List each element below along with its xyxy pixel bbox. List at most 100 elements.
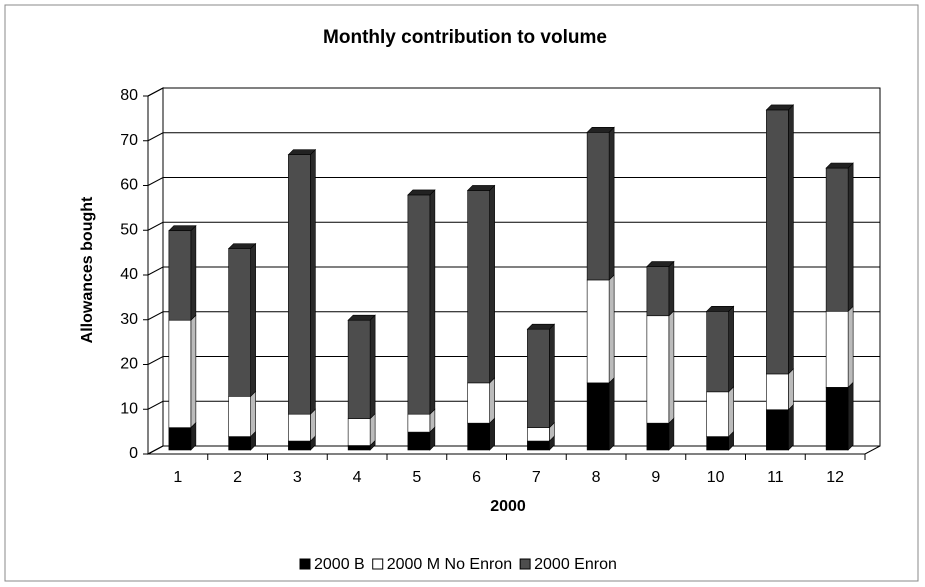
bar-side (369, 412, 376, 447)
legend: 2000 B 2000 M No Enron 2000 Enron (299, 556, 617, 573)
bar-top (586, 126, 615, 133)
x-tick-label: 2 (233, 469, 242, 486)
bar-side (608, 377, 615, 451)
bar-top (526, 323, 556, 330)
y-tick-label: 80 (120, 87, 138, 104)
bar-side (847, 305, 854, 389)
chart-title: Monthly contribution to volume (323, 27, 607, 48)
bar-side (369, 314, 376, 420)
bar-side (190, 225, 197, 321)
bar-side (310, 408, 316, 442)
x-tick-label: 11 (767, 469, 784, 486)
x-tick-label: 7 (532, 469, 541, 486)
bar-top (646, 261, 675, 267)
grid-line (147, 266, 880, 276)
bar-top (287, 149, 317, 155)
bar-side (549, 323, 555, 429)
bar-segment (168, 427, 192, 451)
bar-top (825, 162, 854, 169)
x-tick-label: 4 (353, 469, 362, 486)
bar-segment (407, 431, 431, 451)
bar-segment (646, 315, 670, 424)
legend-swatch (372, 558, 384, 570)
grid-line (147, 445, 880, 455)
bar-side (608, 126, 615, 281)
x-tick-label: 8 (592, 469, 601, 486)
grid-line (147, 177, 880, 186)
bar-segment (407, 413, 431, 433)
bar-side (190, 314, 197, 429)
bar-segment (825, 387, 849, 451)
bar-side (728, 305, 734, 393)
bar-top (407, 189, 436, 196)
x-tick-label: 3 (293, 469, 302, 486)
bar-segment (706, 310, 729, 393)
x-axis-title: 2000 (490, 498, 526, 515)
y-tick-label: 60 (120, 177, 138, 194)
x-tick-label: 1 (173, 469, 182, 486)
bar-segment (228, 248, 251, 397)
bar-segment (228, 436, 251, 451)
bar-side (788, 368, 794, 411)
bar-side (668, 260, 675, 317)
bar-segment (347, 418, 371, 446)
y-tick-label: 70 (120, 132, 138, 149)
bar-segment (825, 310, 849, 388)
grid-line (147, 87, 880, 97)
grid-line (147, 311, 880, 321)
y-tick-label: 0 (129, 445, 138, 462)
bar-side (489, 184, 495, 384)
bar-segment (467, 382, 490, 424)
bar-top (765, 104, 795, 111)
bar-segment (228, 395, 251, 437)
y-axis-title: Allowances bought (79, 196, 96, 343)
bar-segment (527, 328, 550, 428)
grid-line (147, 132, 880, 142)
x-tick-label: 9 (651, 469, 660, 486)
x-tick-label: 12 (826, 469, 844, 486)
bar-segment (825, 167, 849, 312)
bar-segment (467, 190, 490, 384)
bar-top (466, 185, 496, 191)
bar-side (788, 404, 794, 451)
bar-side (489, 377, 495, 424)
bar-segment (407, 194, 431, 415)
bar-segment (706, 436, 729, 451)
bar-segment (168, 319, 192, 428)
bar-segment (766, 373, 789, 411)
bar-segment (288, 413, 311, 442)
y-tick-label: 10 (120, 400, 138, 417)
bar-top (347, 314, 376, 321)
bar-top (168, 225, 197, 232)
bar-segment (168, 230, 192, 321)
bar-segment (766, 409, 789, 451)
bar-side (310, 148, 316, 415)
x-tick-label: 10 (707, 469, 725, 486)
y-tick-label: 50 (120, 221, 138, 238)
bar-segment (347, 319, 371, 419)
bar-side (429, 189, 436, 415)
bar-segment (527, 440, 550, 451)
bar-top (227, 243, 257, 249)
bar-top (705, 305, 735, 312)
bar-side (847, 162, 854, 312)
bar-segment (288, 440, 311, 451)
bar-segment (586, 131, 610, 281)
bar-segment (586, 382, 610, 451)
bar-segment (586, 279, 610, 384)
bar-segment (347, 445, 371, 451)
bar-side (847, 381, 854, 451)
legend-swatch (299, 558, 311, 570)
bar-segment (467, 422, 490, 451)
y-tick-label: 30 (120, 311, 138, 328)
bar-segment (527, 427, 550, 442)
grid-line (147, 400, 880, 410)
x-tick-label: 6 (472, 469, 481, 486)
bar-side (489, 417, 495, 451)
bar-side (608, 274, 615, 384)
bar-side (250, 390, 256, 438)
x-tick-label: 5 (412, 469, 421, 486)
y-tick-label: 40 (120, 266, 138, 283)
grid-line (147, 221, 880, 231)
